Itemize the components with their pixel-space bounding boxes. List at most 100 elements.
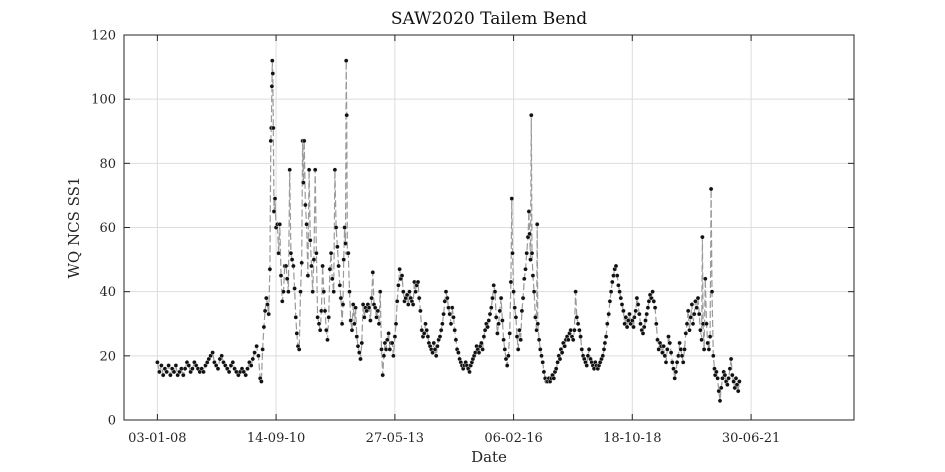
data-point — [303, 202, 308, 208]
data-point — [379, 347, 384, 352]
data-point — [380, 372, 386, 378]
data-point — [482, 327, 488, 333]
data-point — [341, 257, 347, 262]
data-point — [456, 350, 461, 355]
data-point — [155, 359, 160, 365]
data-point — [328, 250, 334, 256]
data-point — [201, 369, 206, 375]
data-point — [515, 347, 521, 352]
data-point — [343, 58, 349, 64]
data-point — [511, 289, 516, 295]
data-point — [312, 167, 318, 173]
data-point — [190, 366, 195, 372]
data-point — [641, 324, 647, 330]
data-point — [677, 340, 682, 346]
data-point — [359, 340, 365, 346]
data-point — [326, 314, 332, 320]
data-point — [486, 318, 492, 323]
data-point — [352, 321, 357, 327]
data-point — [391, 353, 396, 359]
data-point — [256, 353, 261, 359]
data-point — [627, 311, 632, 317]
x-tick-label: 30-06-21 — [722, 431, 780, 446]
data-point — [419, 327, 425, 333]
data-point — [670, 359, 675, 365]
data-point — [502, 347, 508, 352]
data-point — [180, 372, 186, 378]
data-point — [632, 314, 637, 320]
data-point — [650, 289, 655, 295]
data-point — [586, 347, 592, 352]
data-point — [369, 295, 374, 301]
data-point — [689, 302, 695, 307]
data-point — [294, 331, 300, 336]
data-point — [310, 289, 316, 295]
data-point — [635, 302, 641, 307]
data-point — [624, 324, 630, 330]
data-point — [606, 311, 612, 317]
data-point — [530, 273, 536, 278]
data-point — [448, 321, 454, 327]
data-point — [667, 340, 673, 346]
data-point — [397, 266, 402, 272]
data-point — [574, 314, 580, 320]
data-point — [271, 209, 277, 214]
data-point — [514, 334, 520, 339]
data-point — [508, 279, 514, 285]
data-point — [695, 295, 701, 301]
data-point — [672, 375, 678, 381]
data-point — [301, 180, 306, 185]
data-point — [166, 363, 171, 368]
y-tick-label: 60 — [99, 221, 116, 236]
data-point — [665, 347, 670, 352]
data-point — [337, 282, 343, 288]
data-point — [381, 353, 387, 359]
data-point — [245, 366, 250, 372]
y-tick-label: 40 — [99, 285, 116, 300]
data-point — [467, 369, 472, 375]
data-point — [281, 289, 286, 295]
data-point — [476, 350, 482, 355]
data-point — [425, 334, 431, 339]
data-point — [501, 337, 506, 343]
data-point — [528, 257, 533, 262]
data-point — [493, 314, 499, 320]
data-point — [424, 327, 430, 333]
data-point — [492, 289, 498, 295]
grid — [124, 35, 854, 420]
data-point — [415, 279, 421, 285]
data-point — [311, 257, 317, 262]
data-point — [487, 311, 493, 317]
data-point — [541, 369, 547, 375]
data-point — [671, 366, 676, 372]
data-point — [293, 314, 299, 320]
data-point — [693, 298, 698, 304]
data-point — [358, 356, 363, 362]
data-point — [682, 347, 687, 352]
data-point — [336, 263, 341, 269]
data-point — [347, 289, 352, 295]
data-point — [517, 327, 522, 333]
data-point — [323, 327, 329, 333]
data-point — [566, 337, 571, 343]
data-point — [171, 369, 177, 375]
data-point — [345, 250, 351, 256]
data-point — [248, 363, 254, 368]
data-point — [720, 375, 725, 381]
chart-title: SAW2020 Tailem Bend — [391, 9, 587, 29]
data-point — [614, 273, 620, 278]
data-point — [529, 250, 535, 256]
data-point — [360, 302, 366, 307]
data-point — [683, 331, 689, 336]
data-point — [254, 343, 259, 349]
data-point — [284, 276, 290, 282]
data-point — [577, 327, 582, 333]
data-point — [679, 353, 685, 359]
data-point — [226, 369, 232, 375]
data-point — [443, 289, 449, 295]
data-point — [349, 327, 355, 333]
data-point — [327, 266, 333, 272]
data-point — [601, 347, 607, 352]
data-point — [301, 138, 307, 144]
data-point — [270, 125, 276, 131]
